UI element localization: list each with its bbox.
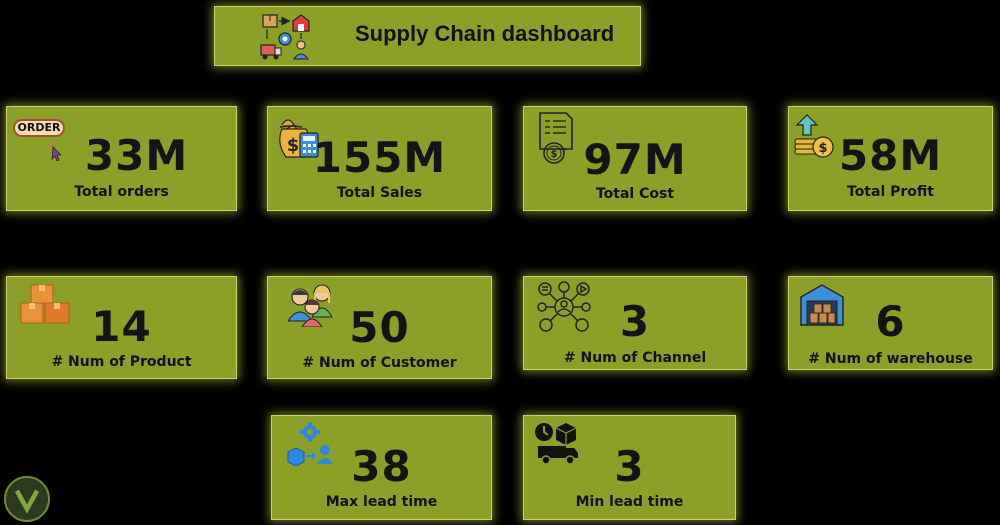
kpi-label: # Num of Customer (302, 355, 457, 371)
kpi-card-num-product[interactable]: 14 # Num of Product (6, 276, 237, 379)
boxes-icon (20, 284, 70, 324)
kpi-value: 50 (349, 303, 410, 352)
supply-chain-icon (260, 14, 310, 60)
cursor-click-icon (46, 142, 62, 161)
kpi-value: 58M (838, 131, 943, 180)
kpi-label: Max lead time (325, 494, 438, 510)
kpi-card-num-customer[interactable]: 50 # Num of Customer (267, 276, 492, 379)
kpi-value: 155M (312, 133, 447, 182)
kpi-card-total-cost[interactable]: $ 97M Total Cost (523, 106, 747, 211)
delivery-truck-icon (535, 423, 578, 465)
svg-text:$: $ (287, 135, 300, 156)
customers-icon (288, 284, 333, 327)
money-bag-calculator-icon: $ (279, 119, 319, 158)
kpi-value: 6 (875, 297, 906, 346)
svg-text:$: $ (818, 141, 827, 156)
kpi-label: Total orders (74, 184, 169, 200)
page-title: Supply Chain dashboard (355, 21, 615, 46)
svg-text:$: $ (551, 149, 558, 160)
kpi-card-total-profit[interactable]: $ 58M Total Profit (788, 106, 993, 211)
kpi-label: Total Cost (595, 186, 675, 202)
dashboard-title-card: Supply Chain dashboard (214, 6, 641, 66)
kpi-value: 33M (84, 131, 189, 180)
kpi-value: 3 (619, 297, 651, 346)
invoice-coin-icon: $ (539, 112, 573, 164)
kpi-label: Min lead time (575, 494, 684, 510)
kpi-card-num-channel[interactable]: 3 # Num of Channel (523, 276, 747, 370)
kpi-label: # Num of Channel (563, 350, 707, 366)
warehouse-icon (800, 284, 844, 326)
kpi-label: Total Sales (336, 185, 423, 201)
order-tag-icon: ORDER (13, 119, 65, 161)
order-tag-label: ORDER (13, 119, 65, 137)
kpi-label: Total Profit (847, 184, 934, 200)
kpi-value: 38 (351, 442, 412, 491)
channel-network-icon (537, 281, 591, 332)
kpi-label: # Num of Product (51, 354, 192, 370)
kpi-value: 97M (583, 135, 687, 184)
logistics-gear-icon (287, 422, 333, 466)
kpi-value: 14 (91, 302, 152, 351)
kpi-label: # Num of warehouse (808, 351, 973, 367)
kpi-card-total-sales[interactable]: $ 155M Total Sales (267, 106, 492, 211)
kpi-value: 3 (614, 442, 645, 491)
brand-logo-icon (4, 476, 50, 522)
kpi-card-min-lead-time[interactable]: 3 Min lead time (523, 415, 736, 520)
coins-growth-icon: $ (794, 114, 834, 158)
kpi-card-total-orders[interactable]: ORDER 33M Total orders (6, 106, 237, 211)
kpi-card-num-warehouse[interactable]: 6 # Num of warehouse (788, 276, 993, 370)
kpi-card-max-lead-time[interactable]: 38 Max lead time (271, 415, 492, 520)
